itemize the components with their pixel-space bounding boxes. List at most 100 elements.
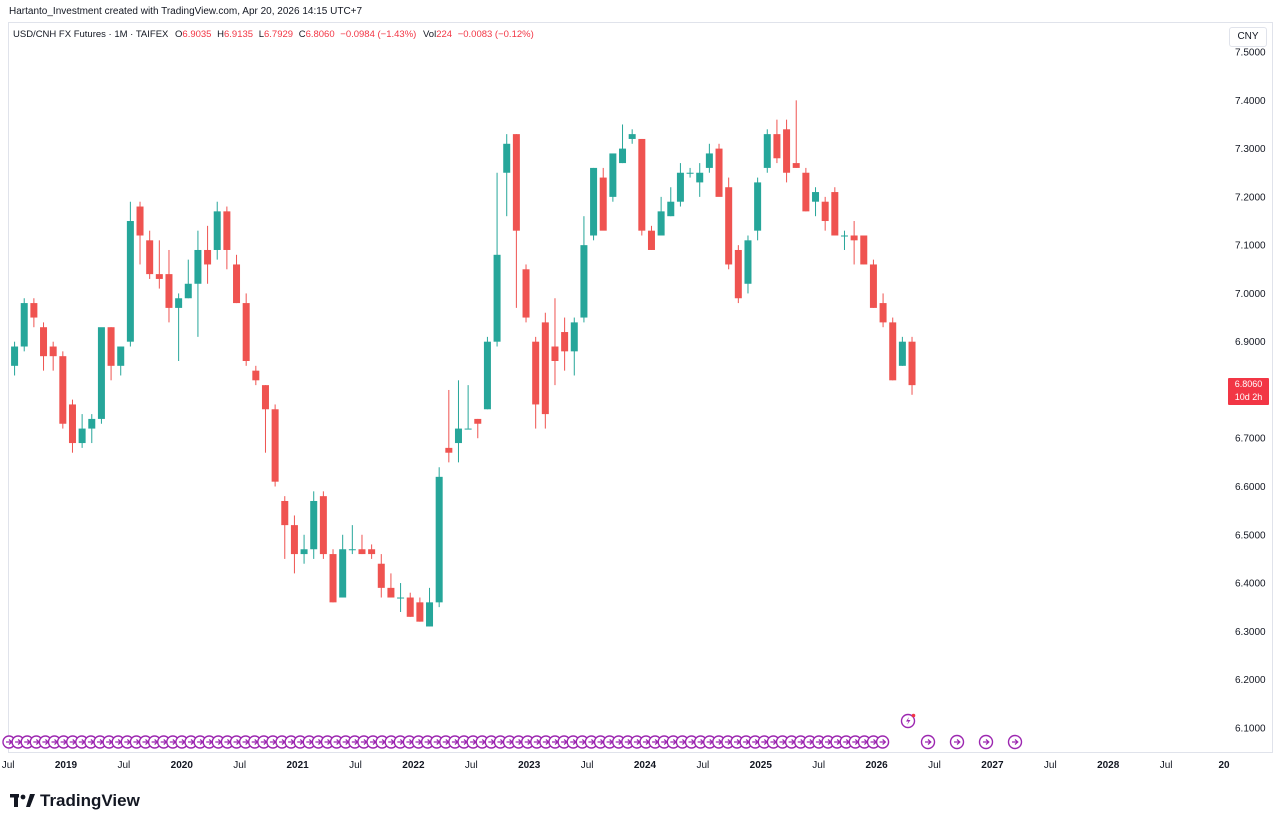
last-price-value: 6.8060 (1234, 379, 1263, 389)
y-tick-label: 7.2000 (1235, 192, 1266, 203)
candle-body (107, 327, 115, 366)
y-tick-label: 6.5000 (1235, 530, 1266, 541)
x-tick-label: 2023 (518, 760, 541, 771)
candle-body (821, 201, 829, 222)
candle-body (850, 235, 858, 241)
volume-change: −0.0083 (−0.12%) (457, 29, 534, 40)
x-tick-label: 2019 (55, 760, 78, 771)
candle-body (561, 332, 569, 352)
last-price-label: 6.8060 10d 2h (1228, 378, 1269, 405)
tradingview-logo[interactable]: TradingView (10, 791, 140, 811)
candle-body (464, 428, 472, 430)
candle-body (358, 549, 366, 555)
candle-body (812, 192, 820, 202)
candle-body (754, 182, 762, 231)
low-value: 6.7929 (263, 29, 294, 40)
candle-body (329, 554, 337, 603)
candle-body (213, 211, 221, 250)
candle-body (483, 341, 491, 410)
x-tick-label: 2026 (865, 760, 888, 771)
candle-body (889, 322, 897, 381)
candle-body (11, 346, 19, 366)
x-tick-label: 2021 (286, 760, 309, 771)
candle-body (619, 148, 627, 164)
x-tick-label: Jul (1044, 760, 1057, 771)
candle-body (377, 563, 385, 588)
tradingview-logo-icon (10, 794, 35, 807)
x-tick-label: Jul (1160, 760, 1173, 771)
x-tick-label: 2025 (750, 760, 773, 771)
candle-body (261, 385, 269, 410)
candle-body (290, 525, 298, 555)
x-tick-label: Jul (465, 760, 478, 771)
candle-body (493, 254, 501, 342)
candle-body (590, 167, 598, 236)
notification-dot (911, 713, 916, 718)
candle-body (705, 153, 713, 168)
y-tick-label: 6.2000 (1235, 675, 1266, 686)
chart-frame (8, 22, 1273, 753)
candle-body (310, 500, 318, 550)
candle-body (898, 341, 906, 366)
candle-body (445, 447, 453, 453)
candles-group (1, 100, 916, 627)
candle-body (628, 134, 636, 139)
candle-body (725, 187, 733, 265)
candle-body (638, 138, 646, 231)
candle-body (30, 303, 38, 318)
candle-body (339, 549, 347, 598)
candle-body (416, 602, 424, 622)
y-tick-label: 6.1000 (1235, 723, 1266, 734)
candle-body (686, 172, 694, 174)
candle-body (426, 602, 434, 627)
candle-body (155, 274, 163, 279)
high-value: 6.9135 (223, 29, 254, 40)
volume-value: 224 (436, 29, 453, 40)
candle-body (773, 134, 781, 159)
x-tick-label: 20 (1218, 760, 1230, 771)
open-label: O (175, 29, 183, 40)
y-tick-label: 7.3000 (1235, 144, 1266, 155)
currency-button[interactable]: CNY (1229, 27, 1267, 47)
candle-body (860, 235, 868, 265)
candle-body (78, 428, 86, 444)
x-tick-label: Jul (118, 760, 131, 771)
candle-body (49, 346, 57, 357)
candle-body (580, 245, 588, 318)
candle-body (40, 327, 48, 357)
candle-body (802, 172, 810, 212)
candle-body (792, 163, 800, 168)
candle-body (840, 235, 848, 237)
symbol-name[interactable]: USD/CNH FX Futures · 1M · TAIFEX (13, 29, 169, 40)
high-label: H (217, 29, 224, 40)
candle-body (146, 240, 154, 275)
candle-body (204, 249, 212, 265)
arrow-icon (954, 739, 961, 745)
candle-body (676, 172, 684, 202)
candle-body (522, 269, 530, 318)
candle-body (20, 303, 28, 347)
arrow-icon (879, 739, 887, 745)
lightning-icon (906, 717, 911, 725)
candle-body (696, 172, 704, 183)
candle-body (397, 597, 405, 599)
candle-body (194, 249, 202, 284)
low-label: L (258, 29, 264, 40)
candle-body (532, 341, 540, 405)
candle-body (657, 211, 665, 236)
x-tick-label: Jul (928, 760, 941, 771)
candle-body (68, 404, 76, 444)
candle-body (763, 134, 771, 168)
candle-body (1, 366, 8, 371)
candle-body (647, 230, 655, 250)
candle-body (541, 322, 549, 415)
candle-body (281, 500, 289, 526)
y-tick-label: 7.1000 (1235, 241, 1266, 252)
x-tick-label: Jul (349, 760, 362, 771)
candle-body (97, 327, 105, 419)
arrow-icon (1012, 739, 1019, 745)
candle-body (406, 597, 414, 617)
candle-body (184, 283, 192, 299)
y-tick-label: 6.9000 (1235, 337, 1266, 348)
